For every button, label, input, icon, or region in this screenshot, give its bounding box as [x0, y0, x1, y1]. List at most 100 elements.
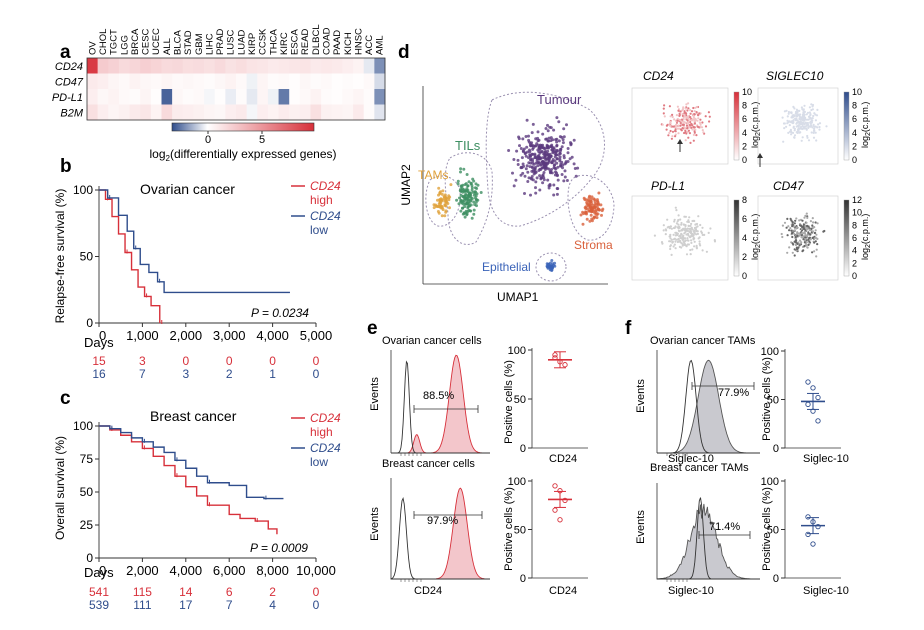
feature-point	[681, 112, 684, 116]
e-dot-plots: 0 50 100 0 50 100	[508, 345, 588, 585]
umap-point	[548, 268, 552, 272]
umap-point	[516, 163, 520, 166]
dot-y-tick-label: 50	[767, 395, 779, 407]
umap-point	[592, 215, 596, 219]
risk-value: 16	[92, 367, 106, 381]
colorbar-tick-label: 0	[852, 271, 857, 281]
c-ylabel: Overall survival (%)	[53, 436, 67, 540]
feature-point	[806, 246, 809, 249]
feature-point	[688, 230, 691, 233]
heatmap-cell	[129, 89, 141, 105]
heatmap-cell	[108, 89, 120, 105]
feature-point	[670, 227, 674, 230]
heatmap-cell	[374, 73, 386, 90]
umap-point	[459, 170, 462, 174]
feature-point	[796, 247, 799, 250]
feature-point	[689, 248, 692, 252]
heatmap-col-label: TGCT	[109, 29, 120, 55]
feature-point	[684, 129, 687, 132]
umap-point	[553, 159, 557, 163]
feature-point	[686, 109, 689, 112]
feature-point	[701, 249, 704, 252]
dot-point	[815, 418, 821, 424]
feature-point	[669, 245, 672, 248]
colorbar-tick-label: 6	[852, 114, 857, 124]
panel-e-label: e	[367, 318, 378, 339]
feature-point	[788, 229, 791, 232]
feature-point	[788, 120, 791, 123]
heatmap-cell	[267, 58, 279, 74]
feature-point	[683, 110, 686, 113]
umap-point	[465, 213, 469, 217]
dot-point	[810, 541, 816, 547]
umap-point	[596, 199, 599, 203]
feature-point	[811, 117, 814, 120]
heatmap-cell	[140, 104, 152, 121]
umap-point	[555, 116, 559, 120]
heatmap-cell	[118, 104, 130, 121]
feature-point	[675, 121, 679, 124]
umap-point	[589, 213, 593, 217]
feature-point	[796, 232, 799, 235]
umap-point	[460, 201, 464, 205]
feature-point	[693, 120, 696, 123]
heatmap-cell	[87, 58, 98, 74]
umap-point	[443, 203, 447, 207]
heatmap-cell	[353, 89, 365, 105]
c-risk-table: 541 115 14 6 2 0 539 111 17 7 4 0	[89, 585, 320, 612]
feature-point	[804, 226, 807, 229]
feature-point	[690, 232, 693, 235]
umap-point	[441, 189, 445, 193]
feature-point	[665, 128, 668, 131]
b-curves	[99, 189, 290, 324]
feature-point	[708, 115, 711, 118]
umap-point	[457, 202, 461, 206]
feature-point	[700, 231, 704, 234]
umap-point	[547, 136, 551, 140]
km-y-tick-label: 50	[80, 250, 94, 264]
heatmap-cell	[182, 58, 194, 74]
umap-point	[534, 156, 537, 159]
heatmap-cell	[87, 104, 98, 121]
feature-point	[693, 240, 696, 243]
f-bottom-xlabel: Siglec-10	[668, 585, 714, 597]
heatmap-cell	[150, 73, 162, 90]
heatmap-row-label: CD47	[55, 76, 84, 88]
feature-point	[683, 237, 687, 240]
dot-y-tick-label: 0	[520, 573, 526, 585]
umap-point	[525, 164, 529, 168]
hist-stained	[656, 503, 760, 580]
feature-colorbar	[843, 199, 850, 277]
umap-point	[560, 173, 564, 176]
feature-point	[802, 225, 805, 228]
feature-point	[801, 250, 804, 253]
dot-point	[805, 531, 811, 537]
umap-point	[557, 120, 561, 124]
feature-point	[791, 221, 794, 224]
feature-point	[816, 108, 819, 111]
feature-point	[801, 108, 804, 111]
cluster-label-epithelial: Epithelial	[482, 260, 531, 274]
feature-point	[686, 229, 690, 232]
heatmap-col-label: OV	[87, 41, 98, 55]
feature-point	[685, 112, 688, 115]
dot-y-tick-label: 100	[761, 476, 779, 488]
umap-point	[537, 154, 541, 157]
feature-point	[791, 223, 794, 226]
heatmap-cell	[140, 58, 152, 74]
feature-point	[803, 241, 807, 244]
dot-y-tick-label: 100	[761, 346, 779, 358]
umap-point	[470, 197, 474, 200]
umap-point	[553, 166, 557, 170]
umap-point	[463, 190, 467, 193]
umap-point	[472, 208, 476, 212]
heatmap-cell	[172, 104, 184, 121]
feature-point	[814, 236, 817, 239]
umap-point	[550, 159, 554, 163]
heatmap-cell	[193, 73, 205, 90]
feature-point	[802, 227, 806, 230]
heatmap-cell	[289, 73, 301, 90]
km-x-tick-label: 1,000	[126, 328, 159, 343]
feature-point	[793, 248, 796, 251]
feature-point	[791, 235, 794, 239]
